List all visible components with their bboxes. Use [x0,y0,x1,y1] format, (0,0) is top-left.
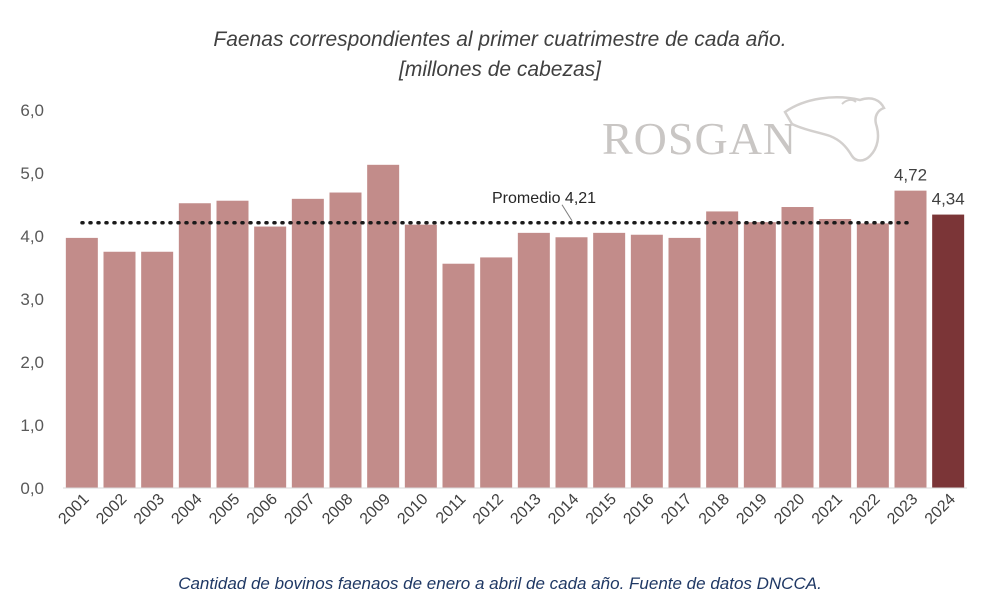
y-tick-label: 6,0 [20,101,44,120]
bar-2021 [819,218,852,489]
x-tick-label: 2015 [583,491,620,528]
x-tick-label: 2020 [771,491,808,528]
chart-title: Faenas correspondientes al primer cuatri… [213,28,787,51]
bar-2002 [103,251,136,488]
x-tick-label: 2023 [884,491,921,528]
x-tick-label: 2021 [809,491,846,528]
x-tick-label: 2018 [696,491,733,528]
bar-2019 [743,222,776,488]
x-tick-label: 2013 [507,491,544,528]
bar-2001 [65,237,98,488]
bar-2012 [480,257,513,488]
x-tick-label: 2003 [131,491,168,528]
x-tick-label: 2001 [55,491,92,528]
x-tick-label: 2009 [357,491,394,528]
bar-2014 [555,237,588,488]
bar-2020 [781,207,814,488]
bar-2018 [706,211,739,488]
x-tick-label: 2012 [470,491,507,528]
average-label: Promedio 4,21 [492,190,596,207]
bar-2013 [517,232,550,488]
bar-2022 [856,223,889,488]
x-tick-label: 2014 [545,491,582,528]
bar-chart: 0,0 1,0 2,0 3,0 4,0 5,0 6,0 Promedio 4,21 4,72… [20,101,967,528]
bar-2003 [141,251,174,488]
bar-2016 [630,234,663,488]
bar-2007 [291,198,324,488]
x-tick-label: 2017 [658,491,695,528]
x-tick-label: 2010 [394,491,431,528]
x-tick-label: 2004 [168,491,205,528]
bar-2006 [254,226,287,489]
y-tick-label: 4,0 [20,227,44,246]
bar-2023 [894,190,927,488]
x-tick-label: 2011 [433,491,469,527]
y-tick-label: 3,0 [20,290,44,309]
x-tick-label: 2016 [620,491,657,528]
x-tick-label: 2007 [281,491,318,528]
bar-2024 [932,214,965,488]
y-tick-label: 0,0 [20,479,44,498]
bar-2011 [442,263,475,488]
rosgan-logo: ROSGAN [602,113,798,164]
x-tick-label: 2024 [922,491,959,528]
data-label-2023: 4,72 [894,166,927,185]
cow-head-logo-icon [783,96,886,162]
bar-2010 [404,224,437,488]
x-tick-label: 2022 [846,491,883,528]
data-label-2024: 4,34 [932,190,965,209]
bar-2008 [329,192,362,488]
bar-2009 [367,164,400,488]
chart-subtitle: [millones de cabezas] [399,58,601,81]
bar-2005 [216,200,249,488]
average-label-leader [561,204,573,222]
y-tick-label: 2,0 [20,353,44,372]
y-tick-label: 5,0 [20,164,44,183]
chart-caption: Cantidad de bovinos faenaos de enero a a… [178,574,822,593]
y-tick-label: 1,0 [20,416,44,435]
x-tick-label: 2008 [319,491,356,528]
bar-2004 [178,203,211,489]
x-tick-label: 2002 [93,491,130,528]
bar-2015 [593,232,626,488]
bar-2017 [668,237,701,488]
x-tick-label: 2006 [244,491,281,528]
x-tick-label: 2019 [733,491,770,528]
x-tick-label: 2005 [206,491,243,528]
